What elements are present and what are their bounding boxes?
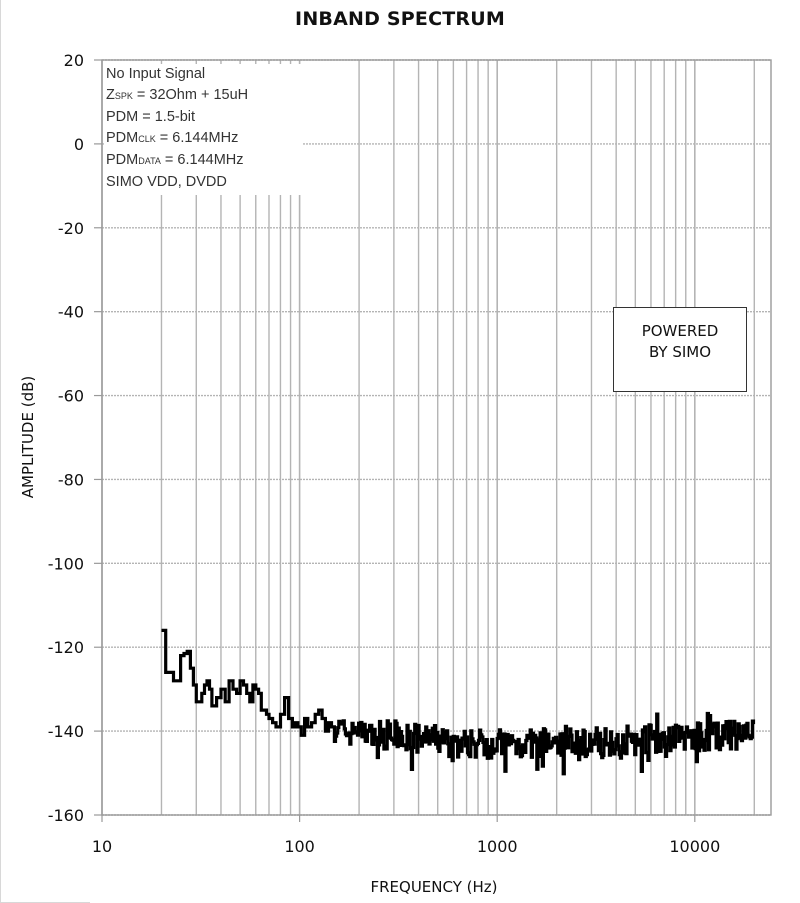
test-conditions-legend: No Input Signal ZSPK = 32Ohm + 15uH PDM … <box>104 64 302 195</box>
legend-zspk-symbol: Z <box>106 87 115 103</box>
legend-line-pdmclk: PDMCLK = 6.144MHz <box>106 128 302 150</box>
y-tick-label: -80 <box>58 470 84 489</box>
badge-line-1: POWERED <box>641 322 719 340</box>
x-tick-label: 100 <box>284 837 315 856</box>
legend-line-pdm: PDM = 1.5-bit <box>106 109 196 125</box>
y-tick-label: -20 <box>58 219 84 238</box>
legend-pdmclk-subscript: CLK <box>138 134 156 144</box>
legend-pdmclk-symbol: PDM <box>106 130 139 146</box>
powered-by-simo-box: POWERED BY SIMO <box>613 307 747 392</box>
x-tick-label: 10 <box>92 837 112 856</box>
y-tick-label: -100 <box>48 554 84 573</box>
plot-frame <box>101 59 772 816</box>
legend-line-pdmdata: PDMDATA = 6.144MHz <box>106 150 302 172</box>
x-axis-label: FREQUENCY (Hz) <box>370 878 498 896</box>
y-tick-label: 20 <box>64 51 84 70</box>
y-tick-label: -60 <box>58 387 84 406</box>
y-tick-label: 0 <box>74 135 84 154</box>
legend-zspk-value: = 32Ohm + 15uH <box>132 87 249 103</box>
legend-zspk-subscript: SPK <box>114 91 133 101</box>
y-tick-label: -140 <box>48 722 84 741</box>
image-border-left <box>0 0 1 903</box>
x-axis-ticks: 10 100 1000 10000 <box>92 815 720 856</box>
y-tick-label: -120 <box>48 638 84 657</box>
legend-pdmdata-symbol: PDM <box>106 152 139 168</box>
spectrum-trace <box>161 628 756 776</box>
y-tick-label: -160 <box>48 806 84 825</box>
legend-pdmdata-subscript: DATA <box>138 156 161 166</box>
x-tick-label: 1000 <box>477 837 518 856</box>
y-axis-label: AMPLITUDE (dB) <box>19 375 37 499</box>
legend-line-zspk: ZSPK = 32Ohm + 15uH <box>106 85 302 107</box>
x-tick-label: 10000 <box>669 837 720 856</box>
badge-line-2: BY SIMO <box>648 343 712 361</box>
legend-line-supply: SIMO VDD, DVDD <box>106 174 227 190</box>
legend-pdmclk-value: = 6.144MHz <box>155 130 239 146</box>
chart-title: INBAND SPECTRUM <box>295 8 505 30</box>
y-tick-label: -40 <box>58 303 84 322</box>
legend-line-signal: No Input Signal <box>106 66 206 82</box>
legend-pdmdata-value: = 6.144MHz <box>160 152 244 168</box>
y-axis-ticks: 20 0 -20 -40 -60 -80 -100 -120 -140 -160 <box>48 51 102 825</box>
